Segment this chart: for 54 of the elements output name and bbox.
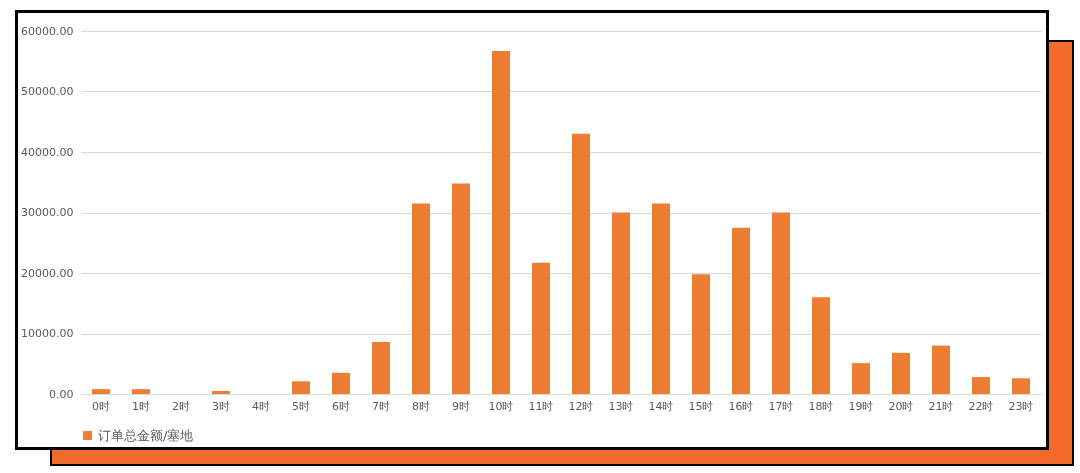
x-tick-label: 3时 [212, 399, 230, 413]
bar [732, 227, 750, 394]
bar [332, 372, 350, 394]
x-tick-label: 5时 [292, 399, 310, 413]
bar [212, 390, 230, 394]
bar [972, 377, 990, 394]
x-tick-label: 8时 [412, 399, 430, 413]
x-tick-label: 0时 [92, 399, 110, 413]
bar [692, 274, 710, 394]
y-tick-label: 10000.00 [21, 327, 74, 340]
x-tick-label: 18时 [808, 399, 834, 413]
bar [1012, 378, 1030, 394]
bar [612, 212, 630, 394]
bar [652, 203, 670, 394]
x-tick-label: 10时 [488, 399, 514, 413]
x-tick-label: 12时 [568, 399, 594, 413]
legend-label: 订单总金额/塞地 [98, 427, 194, 443]
x-tick-label: 21时 [928, 399, 954, 413]
x-tick-label: 13时 [608, 399, 634, 413]
x-tick-label: 4时 [252, 399, 270, 413]
y-tick-label: 40000.00 [21, 145, 74, 159]
bar [92, 389, 110, 394]
x-tick-label: 19时 [848, 399, 874, 413]
x-tick-label: 9时 [452, 399, 470, 413]
y-tick-label: 60000.00 [21, 24, 74, 38]
bar [932, 345, 950, 394]
bar [492, 50, 510, 394]
bar [532, 262, 550, 394]
bar [452, 183, 470, 394]
bar [852, 363, 870, 394]
x-tick-label: 23时 [1008, 399, 1034, 413]
x-tick-label: 20时 [888, 399, 914, 413]
y-tick-label: 30000.00 [21, 206, 74, 219]
x-tick-label: 16时 [728, 399, 754, 413]
x-tick-label: 11时 [528, 399, 554, 413]
bar [132, 389, 150, 394]
bar [892, 352, 910, 394]
x-tick-label: 6时 [332, 399, 350, 413]
bar [412, 203, 430, 394]
x-tick-label: 14时 [648, 399, 674, 413]
x-tick-label: 1时 [132, 399, 150, 413]
bar [572, 133, 590, 394]
x-tick-label: 15时 [688, 399, 714, 413]
bar [292, 381, 310, 394]
x-tick-label: 7时 [372, 399, 390, 413]
bar [772, 212, 790, 394]
bar [372, 341, 390, 394]
x-tick-label: 17时 [768, 399, 794, 413]
y-tick-label: 50000.00 [21, 85, 74, 98]
bar [812, 297, 830, 394]
y-tick-label: 20000.00 [21, 266, 74, 280]
y-tick-label: 0.00 [49, 387, 74, 401]
x-tick-label: 2时 [172, 399, 190, 413]
x-tick-label: 22时 [968, 399, 994, 413]
